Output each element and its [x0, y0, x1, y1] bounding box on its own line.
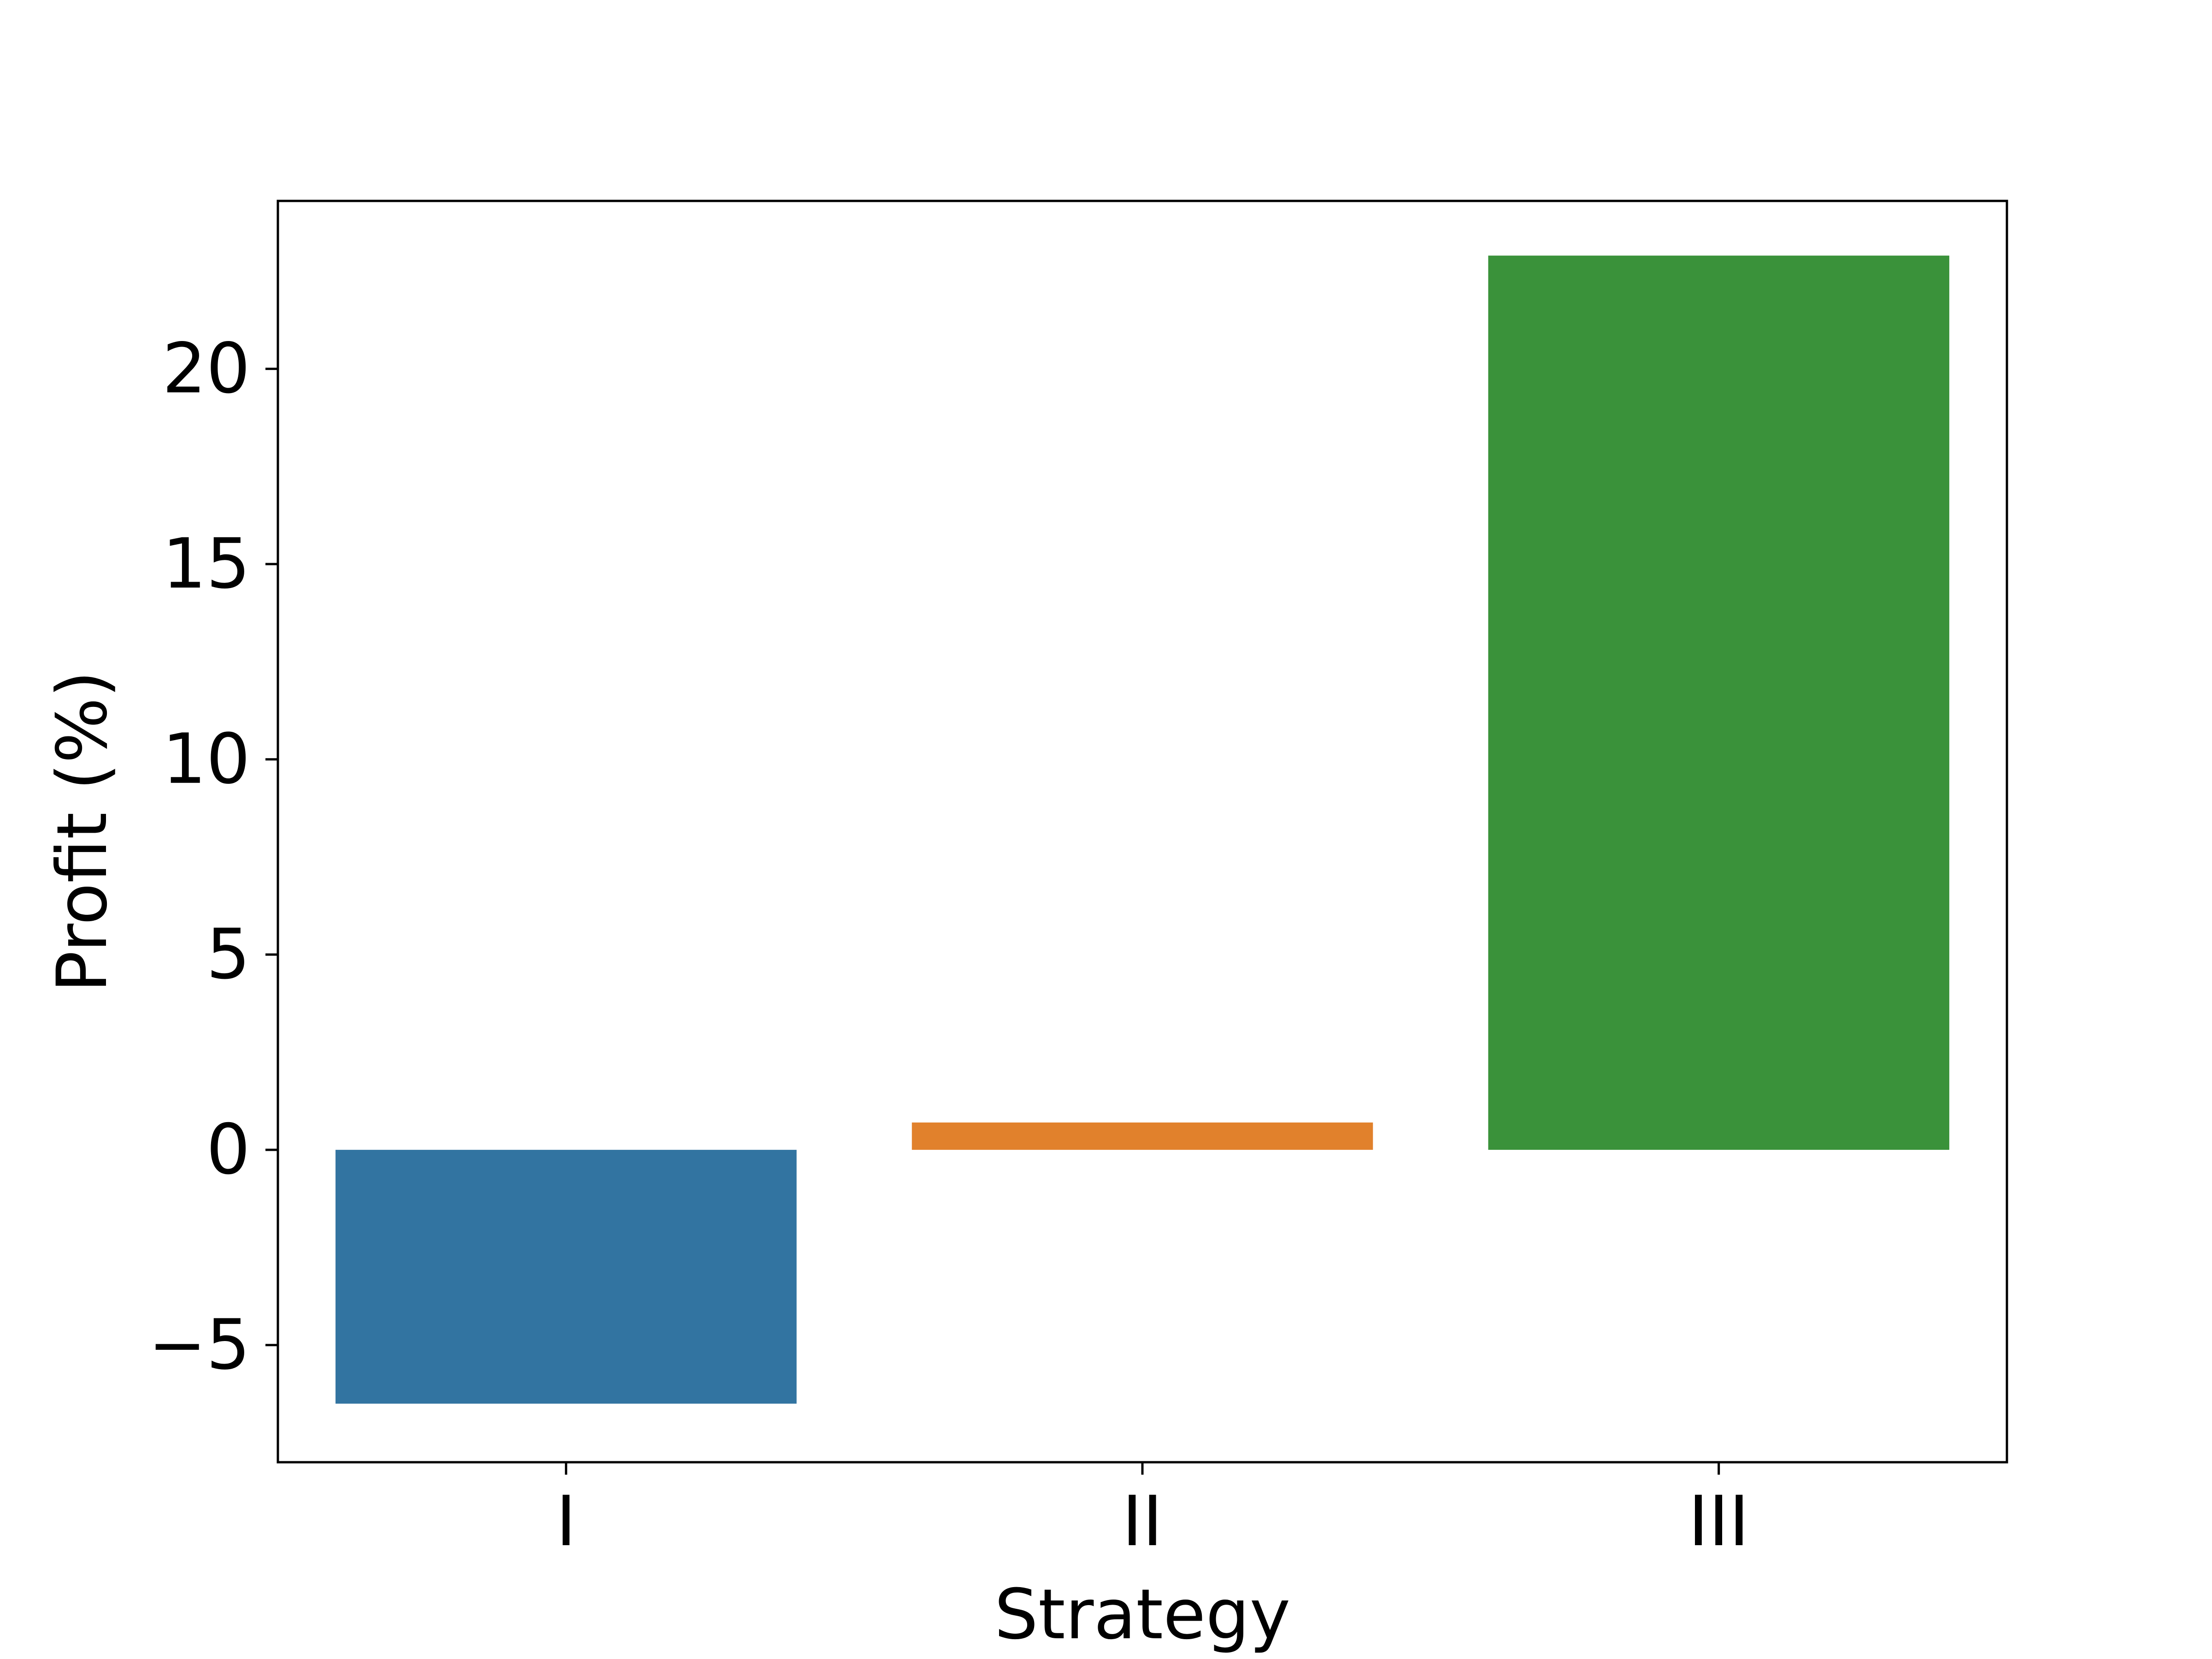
bars — [335, 255, 1949, 1404]
bar-III — [1488, 255, 1949, 1150]
y-tick-label: −5 — [148, 1305, 250, 1385]
x-axis-ticks: I II III — [556, 1462, 1749, 1562]
y-axis-ticks: −5 0 5 10 15 20 — [148, 329, 278, 1385]
bar-I — [335, 1150, 797, 1404]
x-axis-label: Strategy — [994, 1575, 1291, 1655]
x-tick-label: I — [556, 1482, 576, 1562]
x-tick-label: III — [1688, 1482, 1749, 1562]
y-tick-label: 5 — [206, 914, 250, 994]
x-tick-label: II — [1122, 1482, 1163, 1562]
bar-II — [912, 1122, 1373, 1150]
y-tick-label: 10 — [162, 719, 250, 800]
y-tick-label: 20 — [162, 329, 250, 409]
y-axis-label: Profit (%) — [42, 671, 123, 993]
y-tick-label: 15 — [162, 524, 250, 604]
y-tick-label: 0 — [206, 1110, 250, 1190]
